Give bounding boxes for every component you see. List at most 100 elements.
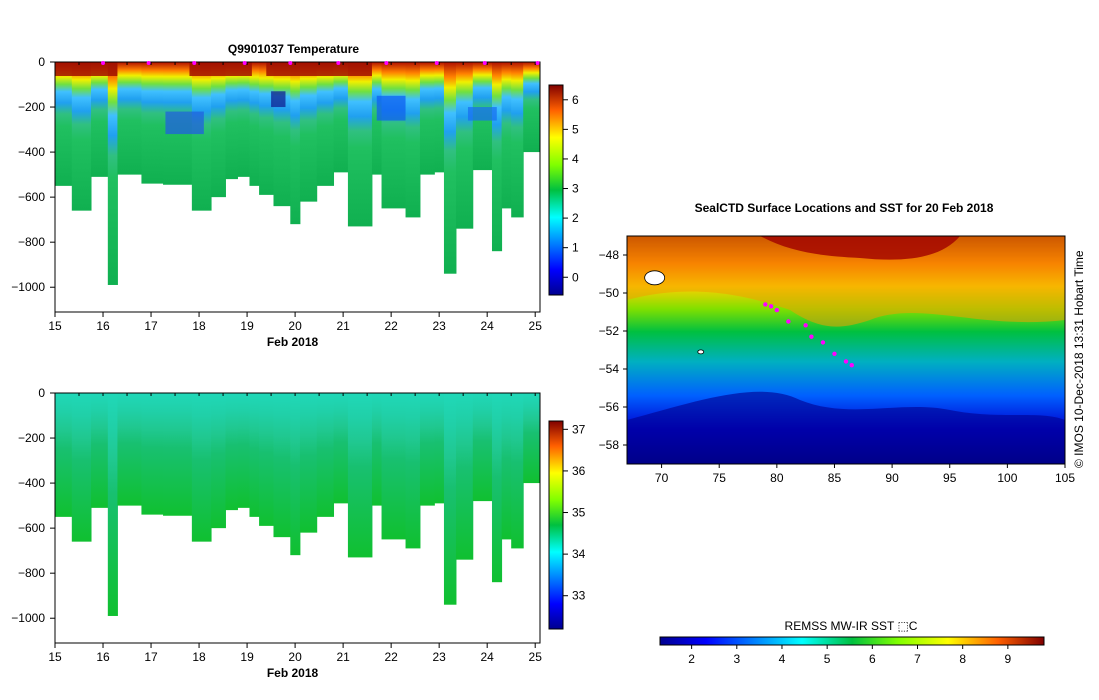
surfacing-marker	[482, 61, 487, 65]
profile-column	[381, 62, 407, 209]
profile-column	[259, 62, 274, 195]
profile-column	[249, 393, 260, 517]
profile-column	[71, 393, 92, 542]
sst-colorbar	[659, 636, 1045, 646]
surface-location-point	[849, 363, 854, 368]
surfacing-marker	[384, 61, 389, 65]
x-tick-label: 20	[288, 650, 302, 664]
warm-surface	[55, 62, 118, 76]
surface-location-point	[809, 334, 814, 339]
sst-colorbar-tick-label: 2	[688, 652, 695, 666]
colorbar-label: REMSS MW-IR SST ⬚C	[785, 619, 918, 633]
colorbar-tick-label: 1	[572, 241, 579, 255]
profile-column	[434, 62, 445, 173]
profile-column	[290, 62, 301, 225]
sst-map-panel: SealCTD Surface Locations and SST for 20…	[599, 201, 1076, 666]
x-tick-label: 19	[240, 319, 254, 333]
x-tick-label: 15	[48, 650, 62, 664]
sst-colorbar-tick-label: 8	[959, 652, 966, 666]
profile-column	[55, 62, 73, 186]
warm-surface	[189, 62, 252, 76]
map-y-tick-label: −54	[599, 362, 620, 376]
profile-column	[107, 62, 118, 285]
profile-column	[491, 393, 503, 583]
profile-column	[71, 62, 92, 211]
cold-water	[627, 391, 1065, 464]
colorbar	[548, 420, 564, 630]
profile-column	[419, 62, 435, 175]
profile-columns	[55, 62, 540, 285]
profile-column	[491, 62, 503, 252]
cold-core	[467, 107, 497, 121]
profile-column	[347, 393, 373, 558]
salinity-panel: 0 −200 −400 −600 −800 −1000 15 16 17 18 19 20 21 22 23…	[11, 386, 585, 680]
profile-column	[523, 393, 540, 484]
map-y-tick-label: −52	[599, 324, 620, 338]
profile-column	[511, 393, 524, 549]
map-y-tick-label: −58	[599, 438, 620, 452]
profile-column	[419, 393, 435, 506]
profile-column	[273, 62, 291, 207]
y-tick-label: 0	[38, 55, 45, 69]
profile-column	[225, 62, 238, 180]
x-tick-label: 18	[192, 650, 206, 664]
x-tick-label: 17	[144, 319, 158, 333]
surface-location-point	[768, 304, 774, 309]
profile-column	[316, 62, 335, 186]
profile-column	[273, 393, 291, 538]
plot-frame	[54, 392, 541, 644]
surface-location-point	[774, 307, 780, 313]
temperature-panel: Q9901037 Temperature 0 −200 −400 −600 −800 −10…	[11, 42, 579, 349]
surfacing-marker	[336, 61, 341, 65]
x-tick-label: 24	[480, 650, 494, 664]
x-tick-label: 16	[96, 650, 110, 664]
map-y-tick-label: −56	[599, 400, 620, 414]
sst-colorbar-tick-label: 4	[779, 652, 786, 666]
surface-location-point	[803, 323, 808, 328]
profile-column	[455, 393, 474, 560]
chart-title: Q9901037 Temperature	[228, 42, 360, 56]
profile-column	[249, 62, 260, 186]
profile-column	[333, 393, 349, 504]
kerguelen-island	[644, 270, 666, 286]
x-tick-label: 23	[432, 319, 446, 333]
colorbar-tick-label: 37	[572, 422, 586, 436]
y-tick-label: −800	[18, 566, 45, 580]
profile-column	[91, 62, 109, 177]
profile-column	[299, 393, 318, 533]
x-axis-label: Feb 2018	[267, 335, 319, 349]
colorbar	[548, 84, 564, 296]
y-tick-label: 0	[38, 386, 45, 400]
profile-column	[117, 62, 142, 175]
profile-column	[290, 393, 301, 556]
cold-core	[165, 111, 204, 135]
y-tick-label: −1000	[11, 280, 45, 294]
colorbar-tick-label: 34	[572, 547, 586, 561]
profile-column	[211, 393, 226, 529]
profile-columns	[55, 393, 540, 616]
profile-column	[107, 393, 118, 616]
profile-column	[443, 62, 457, 274]
y-tick-label: −1000	[11, 611, 45, 625]
colorbar-tick-label: 0	[572, 270, 579, 284]
heard-island	[697, 349, 705, 355]
profile-column	[191, 393, 212, 542]
profile-column	[141, 393, 164, 515]
map-x-tick-label: 70	[655, 471, 669, 485]
surfacing-marker	[192, 61, 197, 65]
y-tick-label: −200	[18, 431, 45, 445]
x-tick-label: 22	[384, 650, 398, 664]
surfacing-marker	[242, 61, 247, 65]
surface-location-point	[820, 340, 826, 345]
profile-column	[163, 393, 193, 516]
profile-column	[316, 393, 335, 517]
warm-surface	[266, 62, 372, 76]
profile-column	[455, 62, 474, 229]
map-y-tick-label: −50	[599, 286, 620, 300]
surface-location-point	[763, 302, 768, 307]
y-tick-label: −600	[18, 521, 45, 535]
map-title: SealCTD Surface Locations and SST for 20…	[695, 201, 994, 215]
profile-column	[472, 393, 493, 502]
profile-column	[299, 62, 318, 202]
